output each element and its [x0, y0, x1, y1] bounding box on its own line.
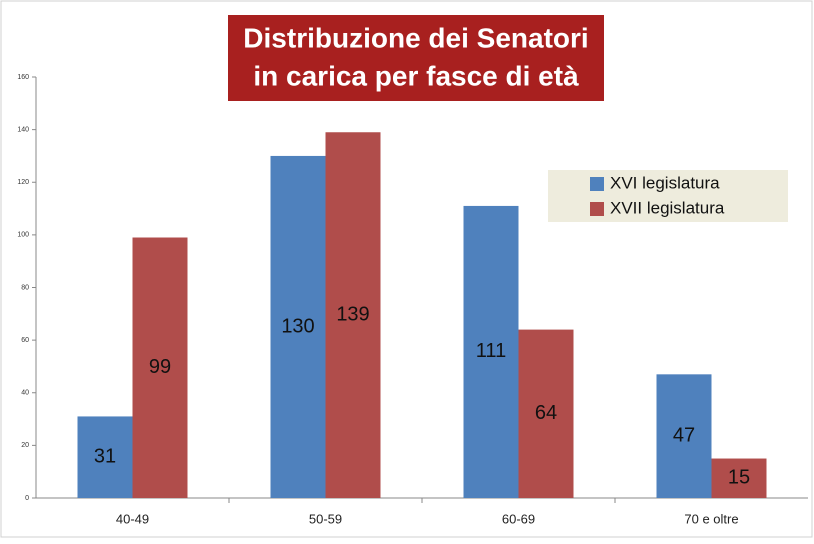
bar [270, 155, 326, 498]
data-label: 139 [336, 303, 369, 325]
x-tick-label: 60-69 [502, 511, 535, 526]
x-tick-label: 40-49 [116, 511, 149, 526]
y-tick-label: 80 [21, 284, 29, 291]
title-box [228, 15, 604, 101]
chart-title: in carica per fasce di età [253, 60, 579, 91]
bar [77, 416, 133, 498]
y-tick-label: 120 [17, 179, 29, 186]
y-tick-label: 60 [21, 337, 29, 344]
data-label: 15 [728, 467, 750, 489]
chart-title: Distribuzione dei Senatori [243, 22, 588, 53]
y-tick-label: 20 [21, 442, 29, 449]
data-label: 130 [281, 315, 314, 337]
bar [463, 205, 519, 498]
y-tick-label: 40 [21, 390, 29, 397]
x-tick-label: 50-59 [309, 511, 342, 526]
y-tick-label: 100 [17, 232, 29, 239]
data-label: 99 [149, 356, 171, 378]
data-label: 111 [476, 340, 506, 362]
data-label: 64 [535, 402, 557, 424]
legend-box [548, 170, 788, 222]
bar [711, 458, 767, 498]
y-tick-label: 160 [17, 74, 29, 81]
legend-label: XVI legislatura [610, 173, 720, 192]
legend-swatch [590, 202, 604, 216]
bar [656, 374, 712, 498]
data-label: 31 [94, 445, 116, 467]
y-tick-label: 0 [25, 495, 29, 502]
data-label: 47 [673, 424, 695, 446]
y-tick-label: 140 [17, 126, 29, 133]
legend-label: XVII legislatura [610, 198, 725, 217]
legend-swatch [590, 177, 604, 191]
bar [325, 132, 381, 498]
bar [518, 329, 574, 498]
x-tick-label: 70 e oltre [684, 511, 738, 526]
bar [132, 237, 188, 498]
